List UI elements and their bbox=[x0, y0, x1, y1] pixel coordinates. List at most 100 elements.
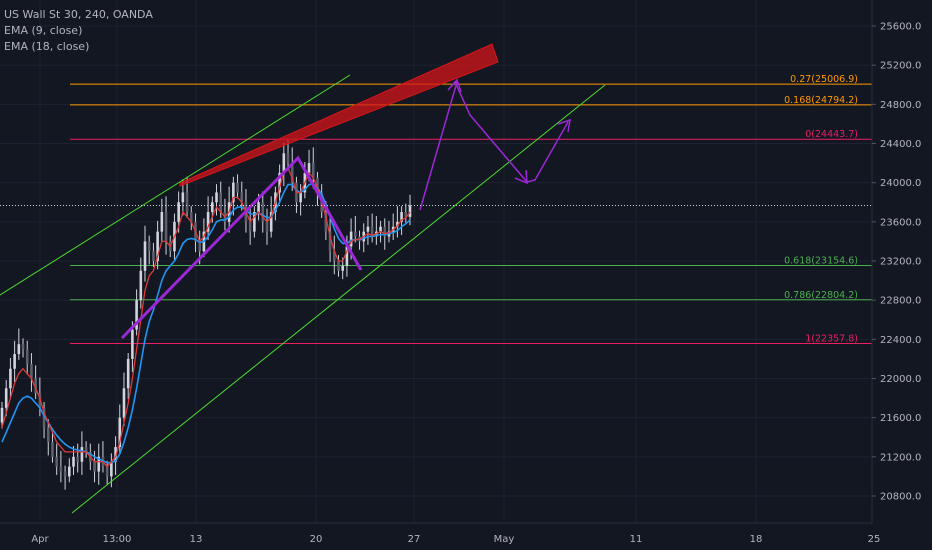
candle-body bbox=[400, 212, 403, 222]
candle-body bbox=[9, 368, 12, 389]
y-tick-label: 22400.0 bbox=[880, 335, 921, 346]
candle-body bbox=[80, 447, 84, 462]
candle-body bbox=[38, 393, 42, 408]
x-tick-label: 27 bbox=[408, 534, 421, 545]
candle-body bbox=[143, 241, 147, 271]
candle-body bbox=[286, 153, 290, 164]
candle-body bbox=[311, 163, 315, 178]
drawings bbox=[0, 43, 606, 514]
resistance-wedge bbox=[179, 43, 499, 187]
y-tick-label: 23200.0 bbox=[880, 257, 921, 268]
candle-body bbox=[135, 300, 138, 330]
candle-body bbox=[366, 226, 370, 232]
candle-body bbox=[236, 182, 239, 193]
candle-body bbox=[379, 226, 382, 232]
arrowhead-1 bbox=[447, 78, 462, 93]
ema-series bbox=[1, 166, 411, 468]
y-tick-label: 21200.0 bbox=[880, 452, 921, 463]
candle-body bbox=[46, 427, 50, 443]
y-tick-label: 25200.0 bbox=[880, 61, 921, 72]
candle-body bbox=[164, 212, 168, 242]
candle-body bbox=[30, 363, 33, 379]
time-axis[interactable]: Apr 13:00 13 20 27 May 11 18 25 bbox=[0, 522, 881, 545]
arrowhead-3 bbox=[557, 118, 571, 133]
ema-18-label[interactable]: EMA (18, close) bbox=[4, 40, 90, 53]
arrowhead-2 bbox=[514, 169, 528, 185]
y-tick-label: 24400.0 bbox=[880, 139, 921, 150]
candle-body bbox=[290, 163, 294, 183]
candle-body bbox=[396, 221, 399, 227]
candle-body bbox=[126, 358, 130, 389]
candle-body bbox=[316, 177, 319, 193]
x-tick-label: May bbox=[494, 534, 515, 545]
y-tick-label: 24800.0 bbox=[880, 100, 921, 111]
candle-body bbox=[307, 163, 311, 173]
candle-body bbox=[370, 226, 374, 237]
candle-body bbox=[408, 205, 412, 217]
candle-body bbox=[118, 417, 122, 448]
price-axis[interactable]: 20800.0 21200.0 21600.0 22000.0 22400.0 22800… bbox=[871, 0, 932, 550]
y-tick-label: 24000.0 bbox=[880, 178, 921, 189]
y-tick-label: 20800.0 bbox=[880, 492, 921, 503]
candle-body bbox=[278, 172, 281, 193]
candle-body bbox=[181, 192, 185, 203]
candle-body bbox=[51, 442, 54, 457]
candle-body bbox=[345, 246, 349, 266]
candle-body bbox=[189, 212, 193, 222]
candle-body bbox=[76, 456, 80, 462]
candle-body bbox=[59, 466, 63, 472]
x-tick-label: 25 bbox=[868, 534, 881, 545]
candle-body bbox=[299, 192, 302, 203]
candle-body bbox=[13, 354, 16, 369]
candle-body bbox=[219, 192, 223, 213]
candle-body bbox=[253, 212, 256, 232]
y-tick-label: 22000.0 bbox=[880, 374, 921, 385]
x-tick-label: 20 bbox=[310, 534, 323, 545]
candle-body bbox=[328, 231, 332, 252]
candle-body bbox=[257, 202, 260, 213]
candle-body bbox=[282, 153, 286, 173]
candle-body bbox=[110, 461, 113, 477]
candle-body bbox=[177, 202, 180, 222]
candle-body bbox=[72, 456, 75, 467]
candle-body bbox=[215, 192, 218, 203]
candle-body bbox=[206, 212, 210, 232]
fibonacci-levels: 0.27(25006.9) 0.168(24794.2) 0(24443.7) 0.6… bbox=[70, 74, 872, 344]
candle-body bbox=[156, 231, 159, 261]
ema-9-label[interactable]: EMA (9, close) bbox=[4, 24, 83, 37]
candle-body bbox=[349, 231, 353, 247]
candle-series bbox=[0, 140, 412, 490]
candle-body bbox=[185, 192, 189, 213]
fib-level-label: 0(24443.7) bbox=[805, 129, 858, 140]
candle-body bbox=[152, 251, 155, 261]
fib-level-label: 0.27(25006.9) bbox=[790, 74, 858, 85]
candle-body bbox=[55, 456, 58, 467]
candle-body bbox=[261, 202, 265, 222]
candle-body bbox=[17, 344, 21, 355]
candle-body bbox=[93, 461, 96, 472]
wave-line bbox=[120, 155, 363, 340]
ema-18-line bbox=[1, 182, 411, 464]
chart-legend: US Wall St 30, 240, OANDA EMA (9, close)… bbox=[4, 7, 153, 55]
candle-body bbox=[240, 192, 244, 203]
candle-body bbox=[114, 447, 117, 462]
fib-level-label: 1(22357.8) bbox=[805, 333, 858, 344]
candle-body bbox=[198, 241, 201, 252]
candle-body bbox=[122, 388, 126, 418]
ema-9-line bbox=[1, 166, 411, 468]
x-tick-label: 18 bbox=[750, 534, 763, 545]
candle-body bbox=[0, 407, 4, 423]
candle-body bbox=[105, 466, 109, 477]
channel-upper-line bbox=[0, 74, 351, 296]
candle-body bbox=[269, 212, 273, 232]
fib-level-label: 0.168(24794.2) bbox=[784, 95, 858, 106]
candle-body bbox=[139, 270, 143, 301]
candle-body bbox=[211, 202, 214, 213]
candle-body bbox=[404, 212, 408, 217]
candle-body bbox=[147, 241, 151, 252]
candle-body bbox=[4, 388, 8, 408]
symbol-label[interactable]: US Wall St 30, 240, OANDA bbox=[4, 8, 153, 21]
candle-body bbox=[265, 221, 269, 232]
y-tick-label: 22800.0 bbox=[880, 296, 921, 307]
